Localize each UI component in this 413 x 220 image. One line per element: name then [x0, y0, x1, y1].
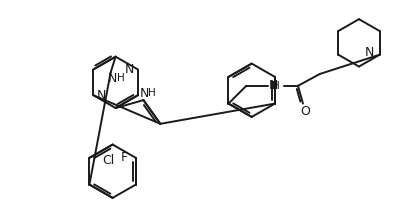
Text: H: H	[148, 88, 156, 98]
Text: N: N	[124, 63, 134, 76]
Text: N: N	[140, 87, 149, 100]
Text: O: O	[299, 105, 309, 118]
Text: H: H	[272, 81, 279, 91]
Text: N: N	[108, 72, 117, 85]
Text: N: N	[97, 89, 106, 102]
Text: F: F	[121, 151, 128, 164]
Text: N: N	[363, 46, 373, 59]
Text: N: N	[268, 79, 278, 92]
Text: H: H	[116, 73, 124, 83]
Text: Cl: Cl	[102, 154, 114, 167]
